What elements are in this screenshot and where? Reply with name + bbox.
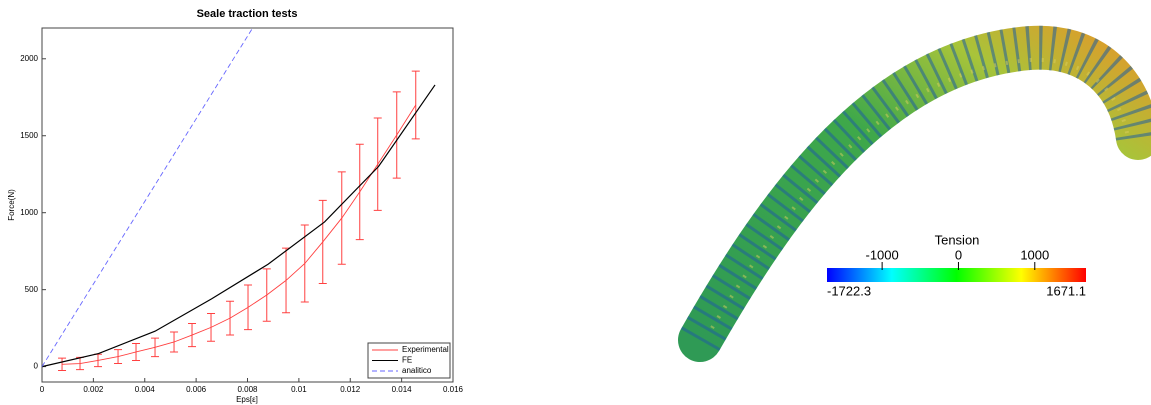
error-bar — [151, 338, 159, 356]
error-bar-line — [170, 332, 178, 352]
x-axis-label: Eps[ε] — [236, 395, 258, 404]
error-bar — [94, 354, 102, 366]
series-line — [42, 28, 253, 367]
x-tick-label: 0.006 — [186, 385, 207, 394]
error-bar-line — [114, 350, 122, 364]
error-bar-line — [282, 248, 290, 313]
error-bar — [226, 301, 234, 335]
error-bar — [282, 248, 290, 313]
legend-label: analitico — [402, 366, 432, 375]
y-axis-label: Force(N) — [7, 189, 16, 221]
y-tick-label: 500 — [25, 285, 39, 294]
error-bar-line — [244, 285, 252, 330]
error-bar-line — [188, 324, 196, 347]
colorbar-title: Tension — [935, 232, 980, 247]
error-bar — [412, 71, 420, 139]
error-bar-line — [207, 314, 215, 342]
error-bar — [356, 144, 364, 239]
colorbar-max-label: 1671.1 — [1046, 283, 1086, 298]
x-tick-label: 0.012 — [340, 385, 361, 394]
series-line — [42, 85, 435, 367]
error-bar — [244, 285, 252, 330]
error-bar-line — [263, 269, 271, 321]
error-bar-line — [94, 354, 102, 366]
error-bar-line — [132, 344, 140, 361]
error-bar — [188, 324, 196, 347]
error-bar — [207, 314, 215, 342]
plot-frame — [42, 28, 453, 382]
x-tick-label: 0.002 — [83, 385, 104, 394]
error-bar-line — [338, 172, 346, 264]
x-tick-label: 0 — [40, 385, 45, 394]
colorbar-tick-label: 0 — [955, 247, 962, 262]
error-bar-line — [151, 338, 159, 356]
y-tick-label: 0 — [34, 362, 39, 371]
legend-label: Experimental — [402, 345, 449, 354]
error-bar — [393, 92, 401, 178]
error-bar-line — [356, 144, 364, 239]
x-tick-label: 0.004 — [135, 385, 156, 394]
y-tick-label: 2000 — [20, 54, 38, 63]
error-bar — [263, 269, 271, 321]
colorbar-tick-label: 1000 — [1020, 247, 1049, 262]
x-tick-label: 0.008 — [237, 385, 258, 394]
error-bar — [132, 344, 140, 361]
y-tick-label: 1000 — [20, 208, 38, 217]
error-bar-line — [412, 71, 420, 139]
colorbar-tick-label: -1000 — [866, 247, 899, 262]
error-bar-line — [319, 200, 327, 283]
error-bar-line — [226, 301, 234, 335]
error-bar — [114, 350, 122, 364]
error-bar — [170, 332, 178, 352]
error-bar — [319, 200, 327, 283]
legend-label: FE — [402, 356, 412, 365]
colorbar — [827, 268, 1086, 282]
x-tick-label: 0.014 — [392, 385, 413, 394]
colorbar-min-label: -1722.3 — [827, 283, 871, 298]
x-tick-label: 0.016 — [443, 385, 464, 394]
y-tick-label: 1500 — [20, 131, 38, 140]
chart-title: Seale traction tests — [197, 8, 298, 20]
error-bar-line — [393, 92, 401, 178]
error-bar — [338, 172, 346, 264]
page: Seale traction tests Eps[ε] Force(N) Ten… — [0, 0, 1151, 405]
x-tick-label: 0.01 — [291, 385, 307, 394]
